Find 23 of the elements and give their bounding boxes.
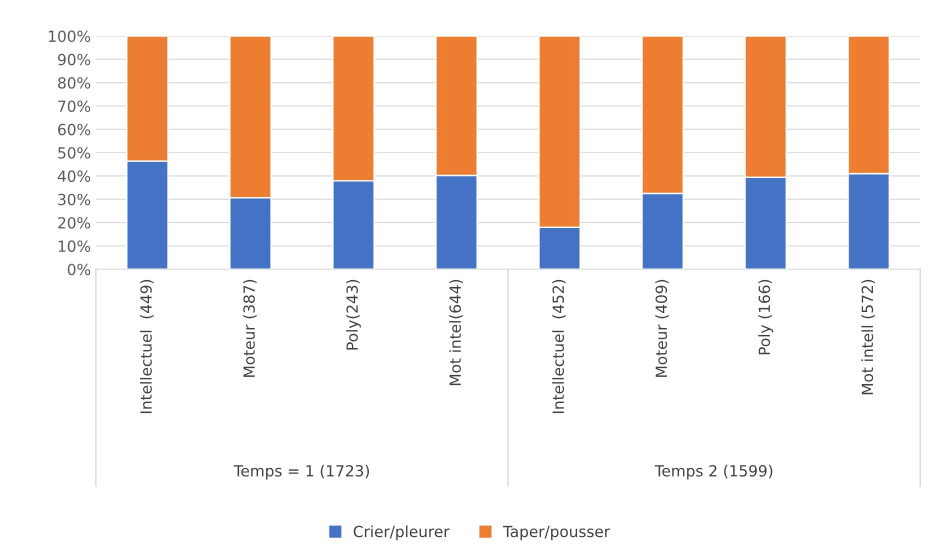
y-tick-label: 0%	[68, 264, 90, 276]
y-tick-label: 100%	[49, 30, 90, 42]
y-tick-label: 60%	[58, 124, 90, 136]
y-tick-label: 10%	[58, 240, 90, 252]
y-tick-label: 40%	[58, 170, 90, 182]
text: Temps = 1 (1723)	[234, 464, 369, 480]
x-tick-label: Moteur (387)	[243, 280, 257, 377]
x-tick-label: Mot intel(644)	[449, 280, 463, 386]
text: Temps 2 (1599)	[654, 464, 772, 480]
x-tick-label: Poly (166)	[758, 280, 774, 354]
y-tick-label: 20%	[58, 217, 90, 229]
x-tick-label: Intellectuel (452)	[552, 280, 566, 414]
y-tick-label: 90%	[58, 54, 90, 66]
x-tick-label: Intellectuel (449)	[140, 280, 154, 414]
x-tick-label: Poly(243)	[346, 280, 361, 350]
x-tick-label: Mot intell (572)	[861, 280, 875, 394]
y-tick-label: 30%	[58, 194, 90, 206]
legend-label: Crier/pleurer	[354, 525, 450, 540]
y-tick-label: 80%	[58, 77, 90, 89]
y-tick-label: 50%	[58, 147, 90, 159]
x-tick-label: Moteur (409)	[655, 280, 669, 377]
legend-label: Taper/pousser	[502, 526, 610, 540]
y-tick-label: 70%	[58, 100, 90, 112]
